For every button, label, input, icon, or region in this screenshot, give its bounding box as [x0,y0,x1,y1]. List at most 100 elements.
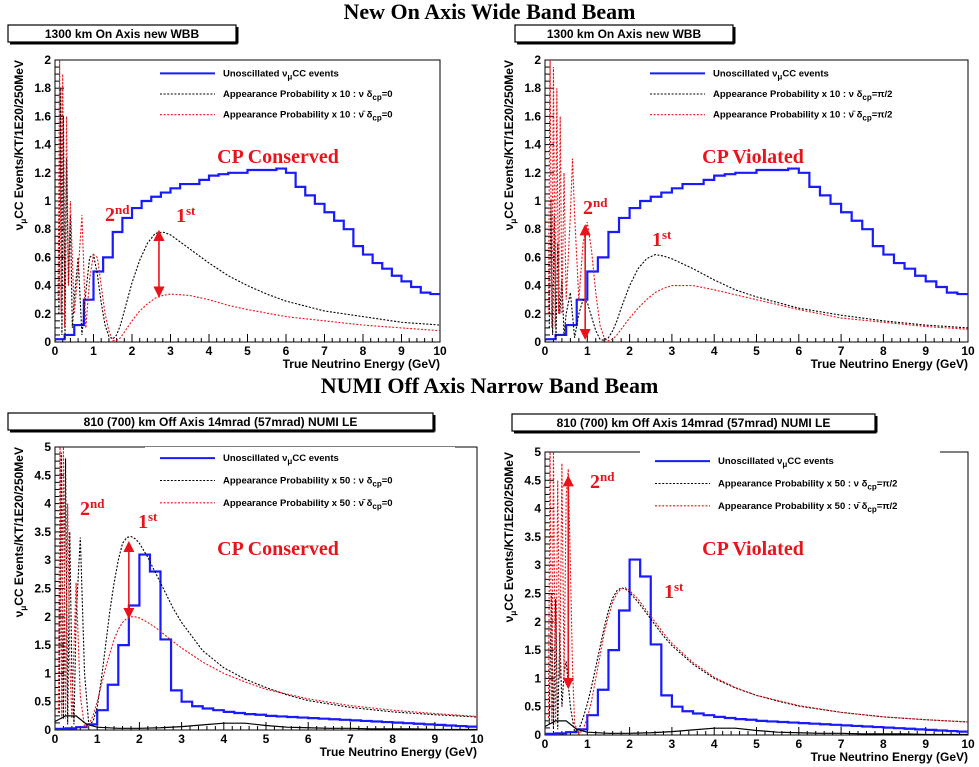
section-title-top: New On Axis Wide Band Beam [343,0,636,24]
y-tick-label: 0 [44,335,51,349]
chart-panel-2: 1300 km On Axis new WBB 0 1 2 3 4 5 6 7 8 9 10 0 0.2 0… [502,24,975,371]
y-tick-label: 2 [44,53,51,67]
x-tick-label: 0 [542,344,549,358]
y-tick-label: 1 [534,194,541,208]
cp-annotation: CP Conserved [217,146,339,168]
series-unoscillated [545,167,968,342]
y-tick-label: 3.5 [34,525,51,539]
x-tick-label: 9 [922,737,929,751]
x-tick-label: 4 [206,344,213,358]
first-maximum-label: 1st [138,509,158,533]
x-tick-label: 0 [542,737,549,751]
x-tick-label: 8 [880,737,887,751]
series-background [55,715,477,730]
series-appearance-nubar [57,447,477,729]
y-tick-label: 3.5 [524,530,541,544]
y-tick-label: 1 [44,194,51,208]
x-tick-label: 4 [220,732,227,746]
legend-label-unoscillated: Unoscillated νμCC events [223,453,339,466]
series-unoscillated [545,558,968,735]
plot-area [545,452,968,735]
y-tick-label: 0.4 [34,279,51,293]
y-tick-label: 0.2 [34,307,51,321]
y-tick-label: 1.8 [34,81,51,95]
x-axis-label: True Neutrino Energy (GeV) [320,745,477,759]
series-appearance-nubar [547,60,968,342]
plot-area [545,60,968,342]
legend-label-nu: Appearance Probability x 50 : ν δcp=0 [223,476,393,489]
y-tick-label: 0.8 [524,222,541,236]
x-tick-label: 9 [922,344,929,358]
x-tick-label: 1 [584,344,591,358]
x-tick-label: 2 [626,344,633,358]
x-tick-label: 10 [470,732,484,746]
y-tick-label: 1.4 [34,138,51,152]
chart-panel-1: 1300 km On Axis new WBB 0 1 2 3 4 5 6 7 8 9 10 0 0.2 0… [7,24,447,371]
y-tick-label: 4 [534,502,541,516]
y-tick-label: 0 [44,723,51,737]
x-tick-label: 5 [263,732,270,746]
x-tick-label: 7 [838,344,845,358]
y-tick-label: 1.2 [34,166,51,180]
x-tick-label: 10 [961,737,975,751]
y-tick-label: 1.5 [524,643,541,657]
y-axis-label: νμCC Events/KT/1E20/250MeV [12,60,28,230]
x-tick-label: 8 [389,732,396,746]
series-unoscillated [55,167,440,342]
y-tick-label: 2 [534,615,541,629]
x-tick-label: 1 [90,344,97,358]
x-tick-label: 2 [626,737,633,751]
y-tick-label: 3 [534,558,541,572]
y-tick-label: 4.5 [524,473,541,487]
x-tick-label: 8 [880,344,887,358]
x-tick-label: 0 [52,732,59,746]
cp-annotation: CP Conserved [217,538,339,560]
first-maximum-label: 1st [652,227,672,251]
legend-label-nubar: Appearance Probability x 50 : ν̄ δcp=π/2 [718,501,897,514]
x-tick-label: 6 [795,344,802,358]
x-tick-label: 10 [961,344,975,358]
panel-header-text: 810 (700) km Off Axis 14mrad (57mrad) NU… [84,415,358,429]
panel-header-text: 810 (700) km Off Axis 14mrad (57mrad) NU… [557,416,831,430]
x-tick-label: 4 [711,737,718,751]
y-tick-label: 0.2 [524,307,541,321]
x-tick-label: 9 [398,344,405,358]
chart-panel-3: 810 (700) km Off Axis 14mrad (57mrad) NU… [7,412,484,759]
x-tick-label: 2 [136,732,143,746]
legend-label-nubar: Appearance Probability x 50 : ν̄ δcp=0 [223,498,393,511]
y-tick-label: 2.5 [34,582,51,596]
legend-label-unoscillated: Unoscillated νμCC events [713,68,829,81]
chart-panel-4: 810 (700) km Off Axis 14mrad (57mrad) NU… [502,413,975,764]
y-tick-label: 0 [534,728,541,742]
x-tick-label: 10 [433,344,447,358]
first-maximum-label: 1st [664,579,684,603]
x-tick-label: 3 [167,344,174,358]
legend-label-nubar: Appearance Probability x 10 : ν̄ δcp=0 [223,110,393,123]
y-tick-label: 1.6 [34,109,51,123]
y-tick-label: 0 [534,335,541,349]
x-tick-label: 5 [753,737,760,751]
y-tick-label: 0.6 [34,250,51,264]
second-maximum-label: 2nd [80,496,105,520]
y-tick-label: 1.6 [524,109,541,123]
panel-header-box [7,24,237,43]
series-appearance-nu [58,452,477,726]
y-axis-label: νμCC Events/KT/1E20/250MeV [502,452,518,622]
y-tick-label: 5 [534,445,541,459]
cp-annotation: CP Violated [702,146,804,168]
y-tick-label: 1 [534,671,541,685]
y-tick-label: 0.4 [524,279,541,293]
legend-label-nu: Appearance Probability x 10 : ν δcp=0 [223,89,393,102]
y-tick-label: 2 [534,53,541,67]
legend-label-unoscillated: Unoscillated νμCC events [223,68,339,81]
cp-annotation: CP Violated [702,538,804,560]
x-tick-label: 4 [711,344,718,358]
y-tick-label: 2.5 [524,587,541,601]
x-tick-label: 8 [360,344,367,358]
x-tick-label: 6 [305,732,312,746]
y-tick-label: 0.6 [524,250,541,264]
y-tick-label: 1.2 [524,166,541,180]
y-tick-label: 0.5 [34,695,51,709]
y-tick-label: 0.8 [34,222,51,236]
